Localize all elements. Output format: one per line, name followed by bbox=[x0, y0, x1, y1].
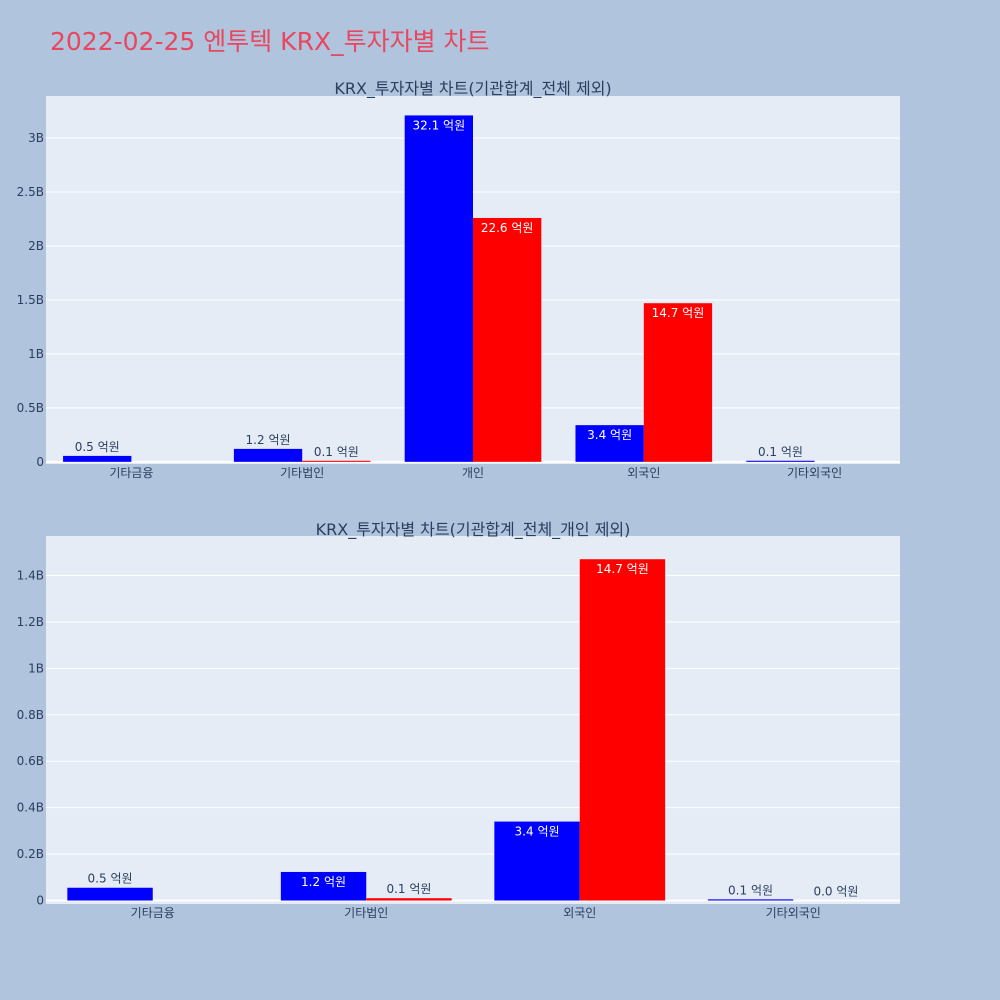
bar bbox=[366, 898, 452, 901]
bar-data-label: 0.1 억원 bbox=[758, 445, 803, 459]
bar bbox=[746, 460, 815, 462]
bar-data-label: 1.2 억원 bbox=[301, 875, 346, 889]
bar-data-label: 3.4 억원 bbox=[587, 428, 632, 442]
y-tick-label: 0.5B bbox=[17, 401, 44, 415]
y-tick-label: 0.8B bbox=[17, 708, 44, 722]
chart-investor-all: 0 0.5B 1B 1.5B 2B 2.5B 3B KRX_투자자별 차트(기관합계_전체 제… bbox=[17, 79, 900, 480]
y-tick-label: 1.5B bbox=[17, 293, 44, 307]
bar-data-label: 22.6 억원 bbox=[481, 221, 534, 235]
x-tick-label: 기타법인 bbox=[344, 906, 388, 920]
y-tick-label: 1B bbox=[28, 347, 44, 361]
bar bbox=[494, 821, 580, 901]
bar-data-label: 14.7 억원 bbox=[596, 562, 649, 576]
y-tick-label: 1.2B bbox=[17, 615, 44, 629]
bar bbox=[63, 455, 132, 462]
chart-title: KRX_투자자별 차트(기관합계_전체_개인 제외) bbox=[316, 520, 631, 540]
x-tick-label: 기타금융 bbox=[109, 466, 153, 480]
bar-data-label: 0.1 억원 bbox=[386, 882, 431, 896]
x-tick-label: 기타외국인 bbox=[766, 906, 821, 920]
y-tick-label: 2B bbox=[28, 239, 44, 253]
bar bbox=[575, 425, 644, 462]
bar bbox=[280, 871, 367, 901]
y-tick-label: 0.4B bbox=[17, 801, 44, 815]
x-tick-label: 기타외국인 bbox=[787, 466, 842, 480]
x-tick-label: 개인 bbox=[462, 466, 484, 480]
y-tick-label: 1.4B bbox=[17, 568, 44, 582]
y-tick-label: 0.6B bbox=[17, 754, 44, 768]
bar-data-label: 0.5 억원 bbox=[75, 440, 120, 454]
bar bbox=[643, 303, 713, 462]
bar-data-label: 14.7 억원 bbox=[652, 306, 705, 320]
bar bbox=[579, 559, 666, 901]
y-tick-label: 0 bbox=[36, 894, 44, 908]
chart-investor-excl-individual: 0 0.2B 0.4B 0.6B 0.8B 1B 1.2B 1.4B KRX_투자자별 차트(기… bbox=[17, 520, 900, 920]
y-tick-label: 0 bbox=[36, 455, 44, 469]
x-tick-label: 기타법인 bbox=[280, 466, 324, 480]
bar-data-label: 0.5 억원 bbox=[88, 872, 133, 886]
page-title: 2022-02-25 엔투텍 KRX_투자자별 차트 bbox=[50, 27, 490, 56]
bar bbox=[233, 448, 303, 462]
x-tick-label: 외국인 bbox=[563, 906, 596, 920]
bar bbox=[404, 115, 473, 462]
bar bbox=[473, 217, 542, 462]
bar-data-label: 0.0 억원 bbox=[813, 885, 858, 899]
x-tick-label: 기타금융 bbox=[131, 906, 175, 920]
y-tick-label: 2.5B bbox=[17, 185, 44, 199]
bar bbox=[302, 460, 371, 462]
bar-data-label: 1.2 억원 bbox=[246, 433, 291, 447]
bar-data-label: 3.4 억원 bbox=[515, 825, 560, 839]
chart-title: KRX_투자자별 차트(기관합계_전체 제외) bbox=[334, 79, 611, 99]
bar bbox=[67, 887, 153, 901]
y-tick-label: 3B bbox=[28, 131, 44, 145]
bar-data-label: 0.1 억원 bbox=[314, 445, 359, 459]
y-tick-label: 0.2B bbox=[17, 847, 44, 861]
bar-data-label: 32.1 억원 bbox=[413, 118, 466, 132]
x-tick-label: 외국인 bbox=[627, 466, 660, 480]
bar bbox=[707, 899, 794, 901]
plot-area bbox=[46, 536, 900, 904]
y-tick-label: 1B bbox=[28, 661, 44, 675]
bar-data-label: 0.1 억원 bbox=[728, 883, 773, 897]
